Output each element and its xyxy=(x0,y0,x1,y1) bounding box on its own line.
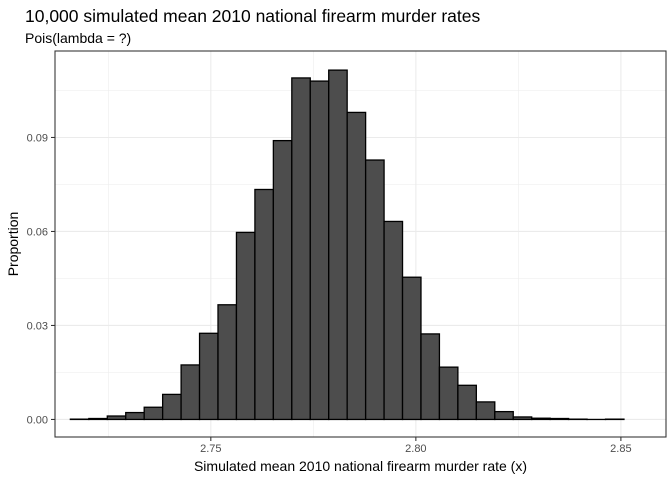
histogram-bar-17 xyxy=(383,220,404,421)
histogram-bar-12 xyxy=(291,77,311,421)
histogram-bar-5 xyxy=(161,393,182,421)
histogram-bar-22 xyxy=(475,401,496,421)
panel-border xyxy=(54,50,667,438)
y-tick-label: 0.09 xyxy=(27,132,48,144)
histogram-bar-15 xyxy=(346,111,367,421)
histogram-bar-9 xyxy=(235,231,256,421)
x-tick-label: 2.80 xyxy=(405,443,426,455)
histogram-bar-2 xyxy=(106,415,127,421)
histogram-bar-19 xyxy=(420,333,441,421)
x-tick-label: 2.85 xyxy=(610,443,631,455)
histogram-bar-18 xyxy=(401,276,422,421)
y-tick-label: 0.03 xyxy=(27,320,48,332)
histogram-bar-23 xyxy=(494,410,514,421)
histogram-bar-13 xyxy=(309,80,330,421)
histogram-bar-3 xyxy=(125,411,145,421)
plot-panel xyxy=(54,50,667,438)
x-axis: 2.75 2.80 2.85 xyxy=(200,437,632,455)
histogram-bar-20 xyxy=(438,366,459,421)
chart-title: 10,000 simulated mean 2010 national fire… xyxy=(25,6,480,26)
histogram-bar-21 xyxy=(457,384,477,421)
chart-subtitle: Pois(lambda = ?) xyxy=(25,30,131,46)
histogram-bar-16 xyxy=(364,159,385,421)
histogram-bar-11 xyxy=(272,139,293,421)
y-axis-title: Proportion xyxy=(5,212,21,277)
histogram-bar-24 xyxy=(512,416,533,421)
y-axis: 0.00 0.03 0.06 0.09 xyxy=(27,132,55,426)
histogram-bar-25 xyxy=(531,417,551,421)
x-axis-title: Simulated mean 2010 national firearm mur… xyxy=(194,458,527,474)
histogram-bar-26 xyxy=(549,417,570,421)
histogram-bar-6 xyxy=(180,364,201,421)
histogram-bar-7 xyxy=(198,332,219,421)
histogram-bars xyxy=(69,69,625,421)
histogram-bar-8 xyxy=(217,304,238,421)
histogram-bar-14 xyxy=(328,69,348,421)
histogram-bar-4 xyxy=(143,406,164,421)
histogram-bar-1 xyxy=(88,417,108,421)
minor-gridlines xyxy=(55,51,666,437)
y-tick-label: 0.06 xyxy=(27,226,48,238)
x-tick-label: 2.75 xyxy=(200,443,221,455)
histogram-bar-10 xyxy=(254,188,275,421)
y-tick-label: 0.00 xyxy=(27,414,48,426)
